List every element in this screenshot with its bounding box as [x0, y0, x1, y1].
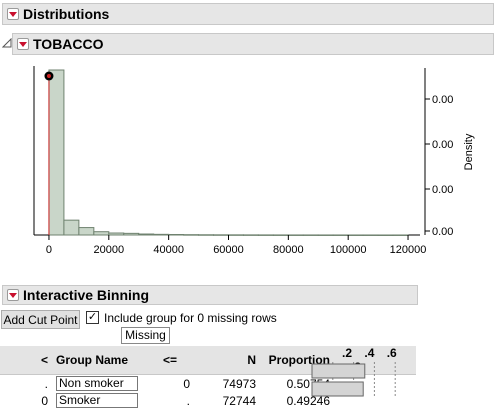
- binning-table: < Group Name <= N Proportion .2 .4 .6 .8…: [0, 346, 416, 409]
- histogram-bar: [257, 234, 274, 236]
- table-header-row: < Group Name <= N Proportion .2 .4 .6 .8: [0, 346, 416, 375]
- scale-tick: .4: [364, 346, 375, 360]
- red-triangle-icon: [9, 11, 17, 17]
- x-tick-label: 20000: [94, 244, 125, 256]
- col-lt: <: [0, 346, 52, 375]
- table-row: 0 Smoker . 72744 0.49246: [0, 392, 416, 409]
- include-missing-label: Include group for 0 missing rows: [104, 311, 277, 325]
- distributions-title: Distributions: [23, 6, 110, 22]
- missing-badge: Missing: [121, 327, 170, 344]
- histogram-bar: [108, 232, 125, 236]
- histogram-bar: [227, 234, 244, 236]
- row-lt: 0: [41, 393, 48, 408]
- tobacco-header[interactable]: TOBACCO: [12, 33, 494, 55]
- red-triangle-icon: [19, 41, 27, 47]
- y-tick-label: 0.00: [432, 226, 453, 238]
- y-axis-label: Density: [463, 133, 475, 170]
- histogram-bar: [317, 234, 334, 236]
- row-proportion: 0.49246: [286, 393, 330, 408]
- histogram-bar: [48, 69, 65, 236]
- binning-menu-button[interactable]: [7, 289, 19, 301]
- x-tick-label: 60000: [213, 244, 244, 256]
- x-tick-label: 100000: [330, 244, 367, 256]
- y-tick-label: 0.00: [432, 139, 453, 151]
- histogram-bar: [362, 234, 379, 236]
- histogram-bar: [138, 233, 155, 236]
- histogram-bar: [377, 234, 394, 236]
- group-name-input[interactable]: Non smoker: [56, 376, 138, 391]
- histogram-bar: [347, 234, 364, 236]
- row-n: 72744: [222, 393, 256, 408]
- red-triangle-icon: [9, 292, 17, 298]
- x-tick-label: 40000: [153, 244, 184, 256]
- y-tick-label: 0.00: [432, 184, 453, 196]
- row-n: 74973: [222, 376, 256, 391]
- x-tick-label: 0: [46, 244, 52, 256]
- histogram-bar: [93, 231, 110, 236]
- x-tick-label: 80000: [273, 244, 304, 256]
- histogram-bar: [302, 234, 319, 236]
- disclosure-icon[interactable]: [2, 38, 12, 48]
- histogram-bar: [198, 234, 215, 236]
- histogram-bar: [287, 234, 304, 236]
- histogram-bar: [183, 234, 200, 236]
- tobacco-title: TOBACCO: [33, 36, 104, 52]
- col-group-name: Group Name: [52, 346, 142, 375]
- scale-tick: .2: [342, 346, 353, 360]
- histogram-bar: [392, 234, 409, 236]
- histogram-bar: [272, 234, 289, 236]
- include-missing-checkbox[interactable]: ✓: [86, 311, 99, 324]
- col-n: N: [198, 346, 260, 375]
- row-le: 0: [183, 376, 190, 391]
- histogram-bar: [332, 234, 349, 236]
- histogram-bar: [213, 234, 229, 236]
- row-lt: .: [44, 376, 48, 391]
- histogram-chart: 0 20000 40000 60000 80000 100000 120000 0.00 0.0…: [33, 66, 475, 256]
- y-tick-label: 0.00: [432, 94, 453, 106]
- row-le: .: [186, 393, 190, 408]
- group-name-cell[interactable]: Non smoker: [52, 375, 142, 393]
- histogram-bar: [78, 227, 95, 236]
- binning-header[interactable]: Interactive Binning: [2, 285, 418, 305]
- tobacco-menu-button[interactable]: [17, 38, 29, 50]
- distributions-menu-button[interactable]: [7, 8, 19, 20]
- x-tick-label: 120000: [390, 244, 427, 256]
- cut-point-handle-center: [46, 74, 51, 78]
- histogram-bar: [242, 234, 259, 236]
- histogram-bar: [63, 219, 80, 236]
- proportion-bar: [311, 363, 366, 379]
- scale-tick: .6: [386, 346, 397, 360]
- histogram-bar: [123, 232, 140, 236]
- check-icon: ✓: [87, 311, 98, 323]
- proportion-bar: [311, 381, 364, 397]
- histogram-bar: [168, 234, 185, 236]
- histogram-bar: [153, 233, 170, 236]
- group-name-cell[interactable]: Smoker: [52, 392, 142, 409]
- distributions-header[interactable]: Distributions: [2, 3, 494, 25]
- col-le: <=: [142, 346, 198, 375]
- proportion-bars: [311, 362, 396, 398]
- add-cut-point-button[interactable]: Add Cut Point: [1, 310, 80, 329]
- binning-title: Interactive Binning: [23, 287, 150, 303]
